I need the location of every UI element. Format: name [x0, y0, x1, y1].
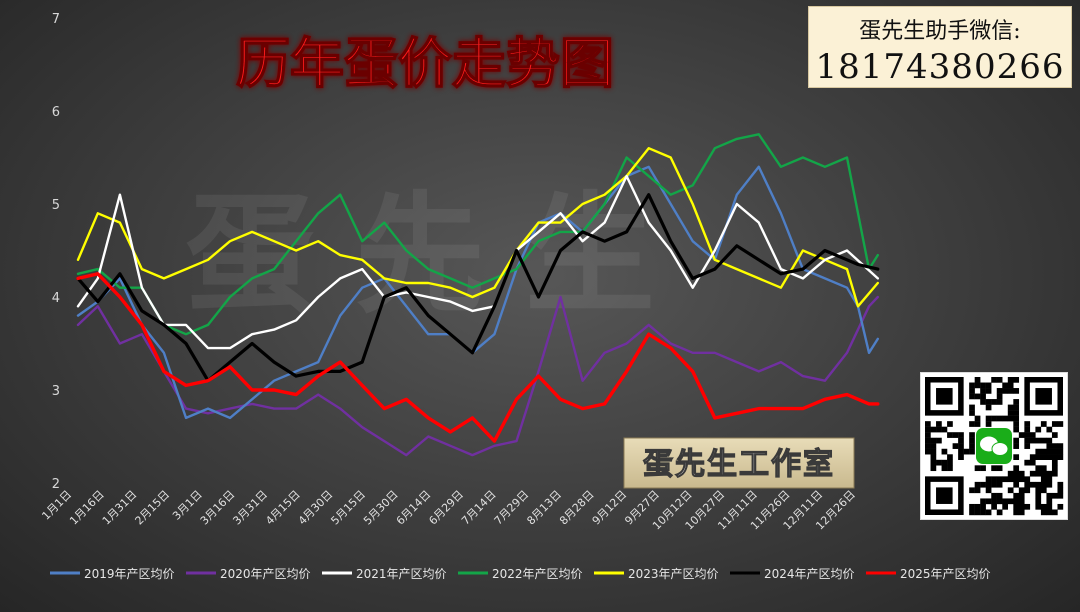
legend-label: 2020年产区均价 — [220, 567, 311, 581]
x-tick-label: 6月29日 — [426, 488, 466, 528]
y-tick-label: 4 — [52, 291, 60, 306]
y-tick-label: 7 — [52, 12, 60, 27]
series-line-5 — [76, 146, 879, 308]
contact-label: 蛋先生助手微信: — [859, 19, 1021, 44]
x-tick-label: 1月31日 — [100, 488, 140, 528]
x-tick-label: 3月31日 — [230, 488, 270, 528]
legend-label: 2021年产区均价 — [356, 567, 447, 581]
x-tick-label: 4月30日 — [296, 488, 336, 528]
y-tick-label: 6 — [52, 105, 60, 120]
x-tick-label: 5月30日 — [361, 488, 401, 528]
x-tick-label: 6月14日 — [394, 488, 434, 528]
legend-label: 2024年产区均价 — [764, 567, 855, 581]
x-tick-label: 8月13日 — [524, 488, 564, 528]
x-tick-label: 8月28日 — [557, 488, 597, 528]
legend-label: 2022年产区均价 — [492, 567, 583, 581]
x-tick-label: 7月29日 — [492, 488, 532, 528]
stamp-box — [623, 437, 855, 489]
stamp-text: 蛋先生工作室 — [643, 447, 835, 482]
chart-title: 历年蛋价走势图 — [236, 32, 614, 95]
x-tick-label: 2月15日 — [132, 488, 172, 528]
series-line-1 — [76, 165, 879, 420]
x-tick-label: 3月16日 — [198, 488, 238, 528]
y-tick-label: 3 — [52, 384, 60, 399]
legend-label: 2023年产区均价 — [628, 567, 719, 581]
series-line-7 — [76, 272, 880, 443]
series-line-2 — [76, 295, 879, 457]
x-tick-label: 5月15日 — [328, 488, 368, 528]
y-tick-label: 2 — [52, 477, 60, 492]
x-tick-label: 1月16日 — [67, 488, 107, 528]
background-watermark: 蛋先生 — [185, 179, 695, 331]
series-line-3 — [76, 174, 879, 350]
legend: 2019年产区均价 2020年产区均价 2021年产区均价 2022年产区均价 2023… — [50, 567, 991, 581]
contact-number: 18174380266 — [815, 47, 1065, 87]
legend-label: 2019年产区均价 — [84, 567, 175, 581]
legend-label: 2025年产区均价 — [900, 567, 991, 581]
series-line-4 — [76, 133, 879, 336]
contact-box: 蛋先生助手微信: 18174380266 — [808, 6, 1072, 88]
y-tick-label: 5 — [52, 198, 60, 213]
x-tick-label: 7月14日 — [459, 488, 499, 528]
qr-code-graphic — [925, 377, 1064, 516]
x-tick-label: 4月15日 — [263, 488, 303, 528]
qr-code — [920, 372, 1068, 520]
x-tick-label: 9月12日 — [590, 488, 630, 528]
